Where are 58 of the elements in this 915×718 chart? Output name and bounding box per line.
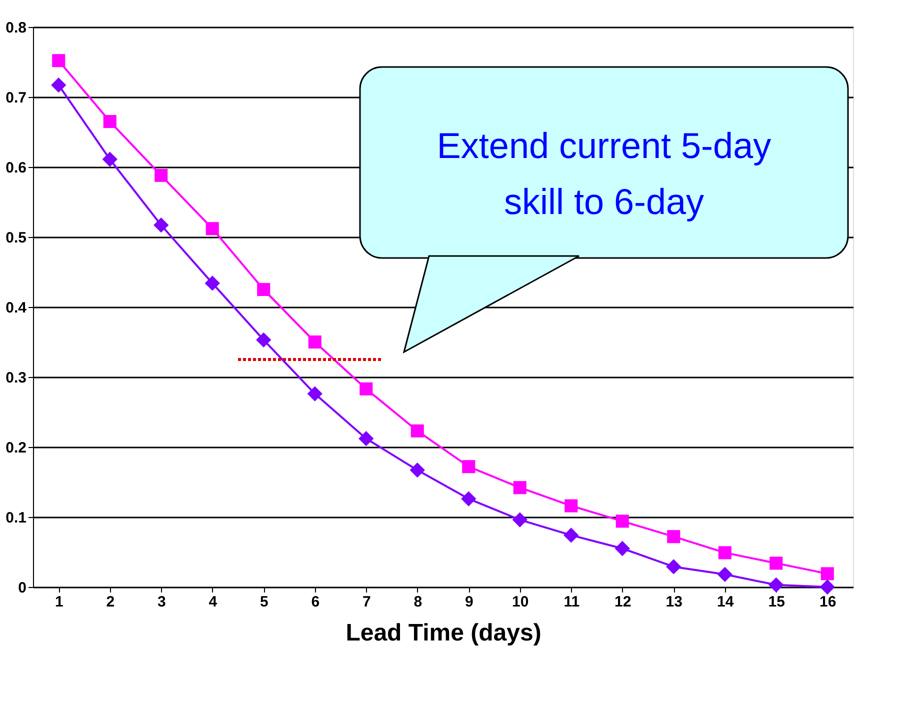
x-tick-label: 4	[208, 594, 218, 610]
point	[102, 152, 118, 167]
point	[717, 566, 732, 582]
x-tick-label: 13	[666, 594, 682, 610]
point	[360, 382, 373, 396]
point	[820, 567, 834, 580]
point	[308, 335, 322, 349]
point	[358, 431, 374, 446]
point	[256, 332, 272, 348]
point	[462, 460, 476, 474]
point	[204, 276, 220, 291]
point	[206, 222, 219, 236]
point	[513, 481, 526, 494]
y-tick-label: 0.3	[6, 370, 26, 386]
point	[768, 577, 784, 592]
point	[410, 462, 425, 478]
y-tick-label: 0.1	[6, 510, 26, 526]
y-tick-label: 0	[18, 580, 26, 596]
point	[564, 499, 578, 512]
point	[51, 78, 66, 93]
x-tick-label: 6	[311, 594, 320, 610]
point	[614, 540, 630, 556]
x-axis-title: Lead Time (days)	[346, 620, 542, 646]
point	[461, 491, 476, 506]
y-tick-label: 0.8	[6, 20, 26, 36]
point	[564, 528, 579, 543]
x-tick-label: 2	[106, 594, 115, 610]
x-tick-label: 15	[768, 594, 785, 610]
x-tick-label: 12	[614, 594, 632, 610]
x-tick-label: 9	[464, 594, 474, 610]
point	[667, 530, 680, 544]
y-tick-label: 0.7	[6, 90, 26, 106]
point	[770, 556, 783, 570]
point	[718, 546, 732, 560]
point	[52, 54, 66, 68]
y-tick-label: 0.6	[6, 160, 26, 176]
y-tick-label: 0.5	[6, 230, 26, 246]
point	[616, 514, 629, 528]
point	[820, 579, 835, 595]
x-tick-label: 3	[157, 594, 166, 610]
point	[154, 218, 169, 233]
x-tick-label: 10	[512, 594, 529, 610]
point	[257, 282, 270, 296]
x-tick-label: 14	[717, 594, 734, 610]
y-tick-label: 0.4	[6, 300, 28, 316]
point	[103, 114, 116, 128]
x-tick-label: 16	[820, 594, 836, 610]
point	[410, 424, 424, 438]
x-tick-label: 11	[564, 594, 580, 610]
x-tick-label: 1	[54, 594, 64, 610]
x-tick-label: 7	[362, 594, 371, 610]
point	[666, 559, 682, 574]
point	[307, 386, 322, 402]
x-tick-label: 8	[414, 594, 422, 610]
y-tick-label: 0.2	[6, 440, 26, 456]
x-tick-label: 5	[260, 594, 268, 610]
point	[512, 512, 528, 528]
point	[154, 168, 168, 182]
